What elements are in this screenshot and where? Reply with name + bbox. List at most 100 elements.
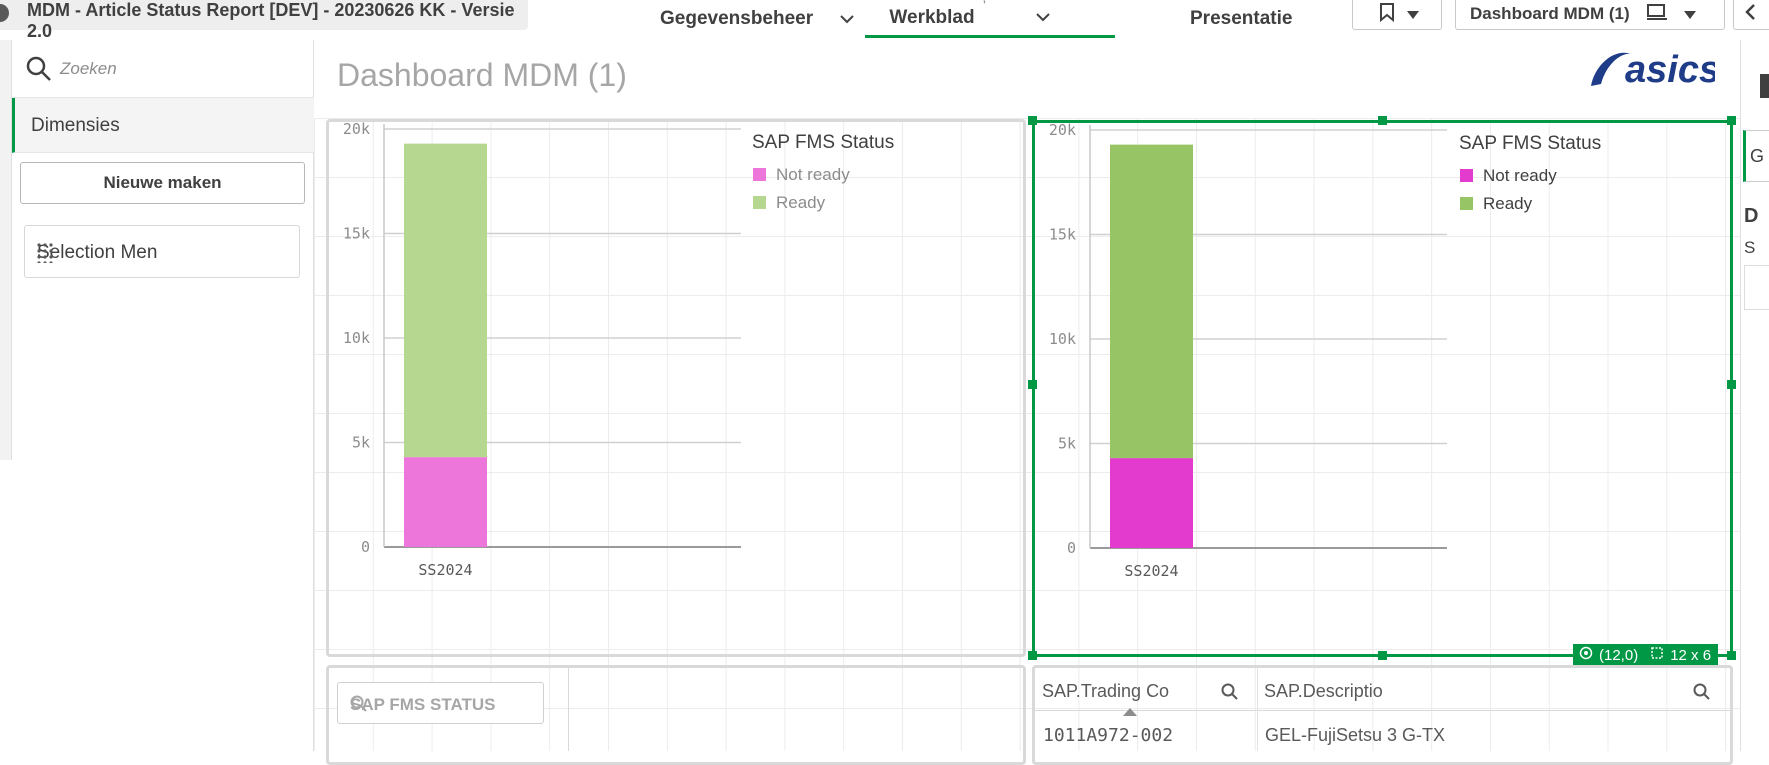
properties-field[interactable] xyxy=(1744,265,1769,310)
sort-ascending-icon[interactable] xyxy=(1123,703,1137,721)
y-tick-label: 0 xyxy=(361,538,370,556)
bar-ready xyxy=(1110,144,1193,459)
app-logo-icon xyxy=(0,4,9,22)
search-icon[interactable] xyxy=(1693,683,1711,706)
new-dimension-button[interactable]: Nieuwe maken xyxy=(20,162,305,204)
table-header-col-1[interactable]: SAP.Trading Co xyxy=(1042,681,1170,701)
properties-heading: D xyxy=(1744,205,1759,227)
bar-not-ready xyxy=(1110,458,1193,548)
caret-down-icon xyxy=(1683,4,1696,24)
legend-swatch xyxy=(1460,169,1473,182)
search-input[interactable]: Zoeken xyxy=(60,59,117,78)
resize-handle[interactable] xyxy=(1378,651,1387,660)
y-tick-label: 20k xyxy=(1049,121,1076,139)
y-tick-label: 15k xyxy=(343,225,370,243)
section-label: Dimensies xyxy=(31,115,120,136)
assets-panel xyxy=(0,40,314,751)
top-toolbar: MDM - Article Status Report [DEV] - 2023… xyxy=(0,0,1769,41)
sheets-icon xyxy=(1646,3,1668,26)
tab-label: Gegevensbeheer xyxy=(660,8,814,29)
filter-divider xyxy=(568,668,569,751)
assets-panel-rail xyxy=(0,40,12,460)
stacked-bar-chart-1[interactable]: 0 5k 10k 15k 20k SS2024 SAP FMS Status Not read… xyxy=(326,119,1026,657)
table-header-divider xyxy=(1035,710,1730,711)
tab-label: Werkblad xyxy=(889,6,975,28)
app-title: MDM - Article Status Report [DEV] - 2023… xyxy=(27,0,515,41)
sheet-selector[interactable]: Dashboard MDM (1) xyxy=(1455,0,1725,30)
bar-not-ready xyxy=(404,457,487,547)
legend-item: Not ready xyxy=(776,165,850,184)
properties-panel-rail: G D S xyxy=(1740,40,1769,751)
y-tick-label: 10k xyxy=(343,329,370,347)
table-column-divider xyxy=(1257,668,1258,751)
selection-size: 12 x 6 xyxy=(1670,646,1712,664)
chart-panel-1[interactable] xyxy=(326,119,1026,657)
resize-handle[interactable] xyxy=(1028,651,1037,660)
properties-tab[interactable]: G xyxy=(1743,130,1769,182)
logo-stripe-mark xyxy=(1591,52,1631,86)
bookmark-icon xyxy=(1379,2,1395,27)
tab-werkblad[interactable]: , Werkblad xyxy=(865,0,1115,38)
y-tick-label: 5k xyxy=(1058,435,1076,453)
legend-item: Ready xyxy=(1483,194,1533,213)
resize-handle[interactable] xyxy=(1727,380,1736,389)
legend-item: Not ready xyxy=(1483,166,1557,185)
drag-handle-icon[interactable] xyxy=(37,243,281,269)
previous-sheet-button[interactable] xyxy=(1733,0,1769,30)
page-title: Dashboard MDM (1) xyxy=(337,57,627,93)
resize-handle[interactable] xyxy=(1378,116,1387,125)
properties-subheading: S xyxy=(1744,238,1756,257)
selection-position: (12,0) xyxy=(1599,646,1639,664)
table-header-col-2[interactable]: SAP.Descriptio xyxy=(1264,681,1383,701)
section-dimensies[interactable]: Dimensies xyxy=(12,98,314,153)
search-icon xyxy=(26,56,52,87)
resize-handle[interactable] xyxy=(1727,651,1736,660)
chevron-left-icon xyxy=(1744,3,1756,26)
assets-search[interactable]: Zoeken xyxy=(12,40,314,98)
search-icon[interactable] xyxy=(350,695,531,718)
y-tick-label: 0 xyxy=(1067,539,1076,557)
bookmark-button[interactable] xyxy=(1352,0,1442,30)
logo-text: asics xyxy=(1625,49,1715,91)
bar-ready xyxy=(404,143,487,458)
sheet-selector-label: Dashboard MDM (1) xyxy=(1470,4,1630,23)
resize-handle[interactable] xyxy=(1028,380,1037,389)
brand-logo: asics xyxy=(1585,44,1720,97)
legend-swatch xyxy=(1460,197,1473,210)
legend-swatch xyxy=(753,196,766,209)
app-title-bar[interactable]: MDM - Article Status Report [DEV] - 2023… xyxy=(0,0,528,41)
search-icon[interactable] xyxy=(1221,683,1239,706)
caret-down-icon xyxy=(1407,4,1419,24)
filter-label: SAP FMS STATUS xyxy=(350,695,496,714)
legend-item: Ready xyxy=(776,193,826,212)
x-tick-label: SS2024 xyxy=(418,561,472,579)
filter-pane-sap-fms-status[interactable]: SAP FMS STATUS xyxy=(337,682,544,724)
y-tick-label: 10k xyxy=(1049,330,1076,348)
resize-handle[interactable] xyxy=(1028,116,1037,125)
panel-toggle-icon[interactable] xyxy=(1760,74,1769,98)
y-tick-label: 20k xyxy=(343,120,370,138)
edit-grid xyxy=(314,118,1740,751)
stacked-bar-chart-2[interactable]: 0 5k 10k 15k 20k SS2024 SAP FMS Status Not read… xyxy=(1032,120,1733,657)
legend-title: SAP FMS Status xyxy=(752,132,894,153)
tab-label: Presentatie xyxy=(1190,8,1293,29)
resize-handle[interactable] xyxy=(1727,116,1736,125)
tab-ellipsis-mark: , xyxy=(983,0,986,5)
legend-swatch xyxy=(753,168,766,181)
table-panel[interactable] xyxy=(1032,665,1733,765)
tab-presentatie[interactable]: Presentatie xyxy=(1190,0,1292,38)
legend-title: SAP FMS Status xyxy=(1459,133,1601,154)
table-cell[interactable]: 1011A972-002 xyxy=(1043,725,1174,746)
x-tick-label: SS2024 xyxy=(1124,562,1178,580)
y-tick-label: 5k xyxy=(352,434,370,452)
chevron-down-icon[interactable] xyxy=(839,12,855,27)
dimension-label: Selection Men xyxy=(37,242,158,263)
tab-gegevensbeheer[interactable]: Gegevensbeheer xyxy=(660,0,855,38)
selection-info-badge: (12,0) 12 x 6 xyxy=(1573,644,1718,666)
table-cell[interactable]: GEL-FujiSetsu 3 G-TX xyxy=(1265,725,1446,745)
position-icon xyxy=(1579,646,1593,664)
size-icon xyxy=(1650,646,1664,664)
list-item[interactable]: Selection Men xyxy=(24,225,300,278)
chevron-down-icon[interactable] xyxy=(1035,10,1051,25)
y-tick-label: 15k xyxy=(1049,226,1076,244)
